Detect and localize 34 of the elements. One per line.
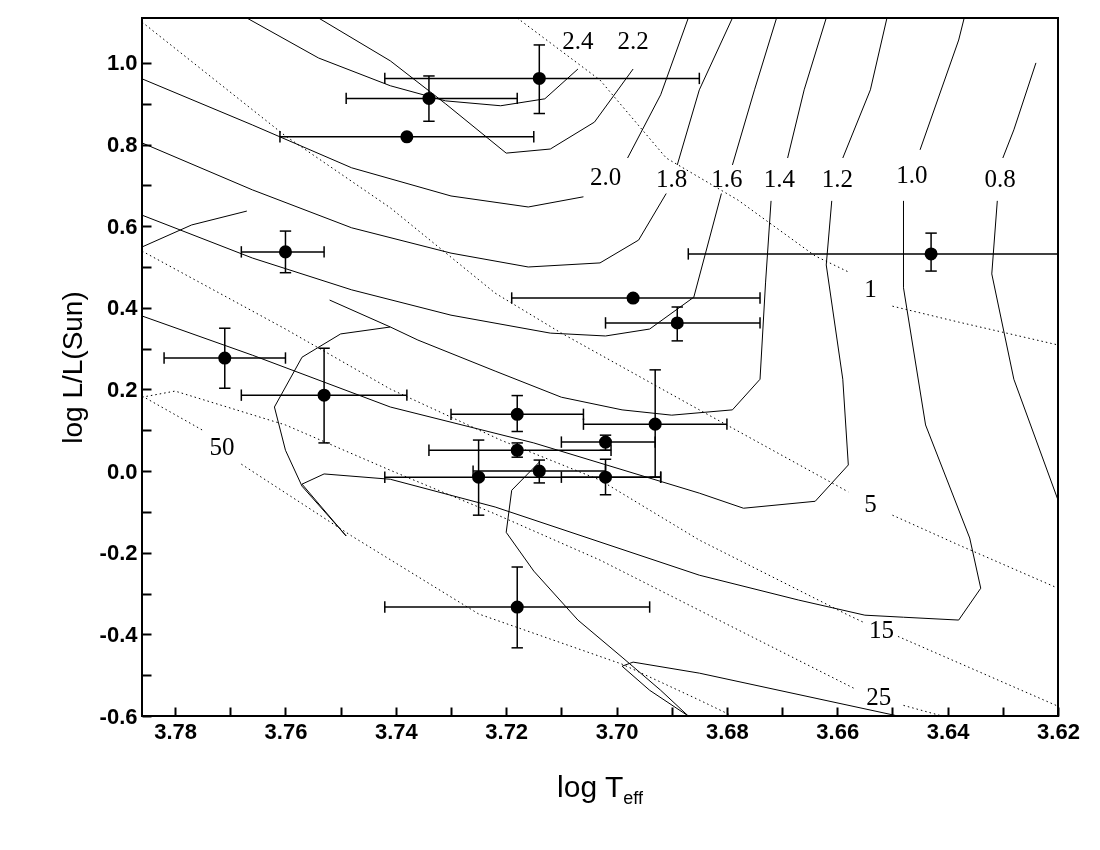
series-label: 50 [209, 433, 235, 461]
series-label: 2.0 [589, 163, 622, 191]
y-tick-label: 0.0 [106, 458, 138, 484]
x-tick-label: 3.64 [926, 718, 971, 744]
x-tick-label: 3.66 [816, 718, 860, 744]
y-tick-label: -0.4 [99, 621, 139, 647]
y-tick-label: 0.4 [106, 295, 139, 321]
x-axis-title: log T$_{eff}$ [556, 770, 644, 809]
series-label: 1.4 [763, 165, 796, 193]
x-tick-label: 3.72 [485, 718, 529, 744]
series-label: 2.4 [562, 27, 595, 55]
y-tick-label: 0.6 [106, 213, 138, 239]
x-tick-label: 3.70 [595, 718, 639, 744]
series-label: 0.8 [984, 165, 1016, 193]
y-tick-label: -0.2 [99, 540, 138, 566]
x-tick-label: 3.68 [706, 718, 749, 744]
series-label: 1.6 [711, 165, 743, 193]
series-label: 1.8 [656, 165, 688, 193]
y-tick-label: 0.8 [106, 132, 138, 158]
series-label: 25 [866, 682, 892, 710]
x-tick-label: 3.76 [264, 718, 308, 744]
y-axis-title: log L/L(Sun) [56, 291, 88, 444]
y-tick-label: -0.6 [99, 703, 138, 729]
series-label: 1 [864, 275, 877, 303]
x-tick-label: 3.78 [154, 718, 198, 744]
series-label: 1.2 [821, 165, 853, 193]
series-label: 1.0 [896, 161, 928, 189]
y-tick-label: 1.0 [106, 50, 138, 76]
y-tick-label: 0.2 [106, 376, 138, 402]
series-label: 5 [864, 489, 877, 517]
series-label: 15 [868, 615, 894, 643]
x-tick-label: 3.62 [1037, 718, 1080, 744]
series-label: 2.2 [617, 27, 649, 55]
x-tick-label: 3.74 [374, 718, 419, 744]
